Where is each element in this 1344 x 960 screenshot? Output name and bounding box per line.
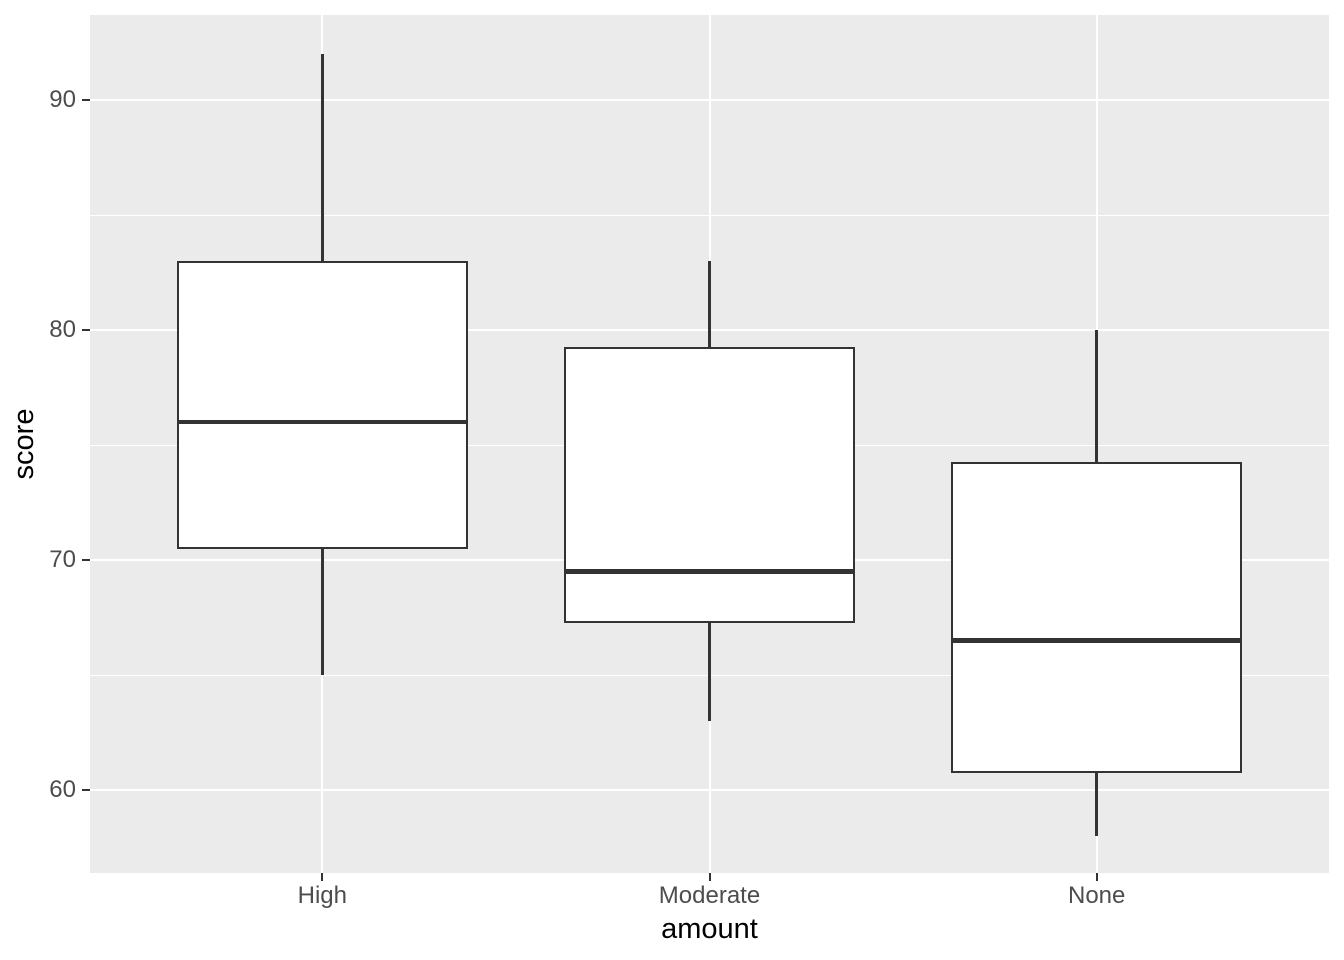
y-tick-label-90: 90: [49, 86, 76, 114]
boxplot-high-upper-whisker: [321, 54, 324, 262]
boxplot-none-upper-whisker: [1095, 330, 1098, 463]
boxplot-high-median-line: [177, 419, 468, 425]
boxplot-none-lower-whisker: [1095, 772, 1098, 837]
y-tick-mark-60: [82, 789, 90, 792]
x-tick-mark-moderate: [708, 873, 711, 881]
boxplot-none-box: [951, 462, 1242, 773]
y-tick-mark-70: [82, 559, 90, 562]
x-tick-mark-none: [1095, 873, 1098, 881]
y-tick-label-70: 70: [49, 546, 76, 574]
boxplot-moderate-box: [564, 347, 855, 624]
x-tick-label-none: None: [1068, 882, 1126, 909]
boxplot-moderate-upper-whisker: [708, 261, 711, 348]
x-tick-mark-high: [321, 873, 324, 881]
x-tick-label-moderate: Moderate: [658, 882, 761, 909]
x-axis-title: amount: [661, 913, 758, 945]
boxplot-high-lower-whisker: [321, 548, 324, 676]
y-tick-mark-90: [82, 99, 90, 102]
y-tick-mark-80: [82, 329, 90, 332]
boxplot-moderate-median-line: [564, 569, 855, 574]
boxplot-high-box: [177, 261, 468, 549]
plot-panel: [90, 15, 1329, 873]
y-tick-label-80: 80: [49, 316, 76, 344]
x-tick-label-high: High: [297, 882, 347, 909]
boxplot-moderate-lower-whisker: [708, 623, 711, 722]
boxplot-none-median-line: [951, 638, 1242, 643]
y-tick-label-60: 60: [49, 776, 76, 804]
